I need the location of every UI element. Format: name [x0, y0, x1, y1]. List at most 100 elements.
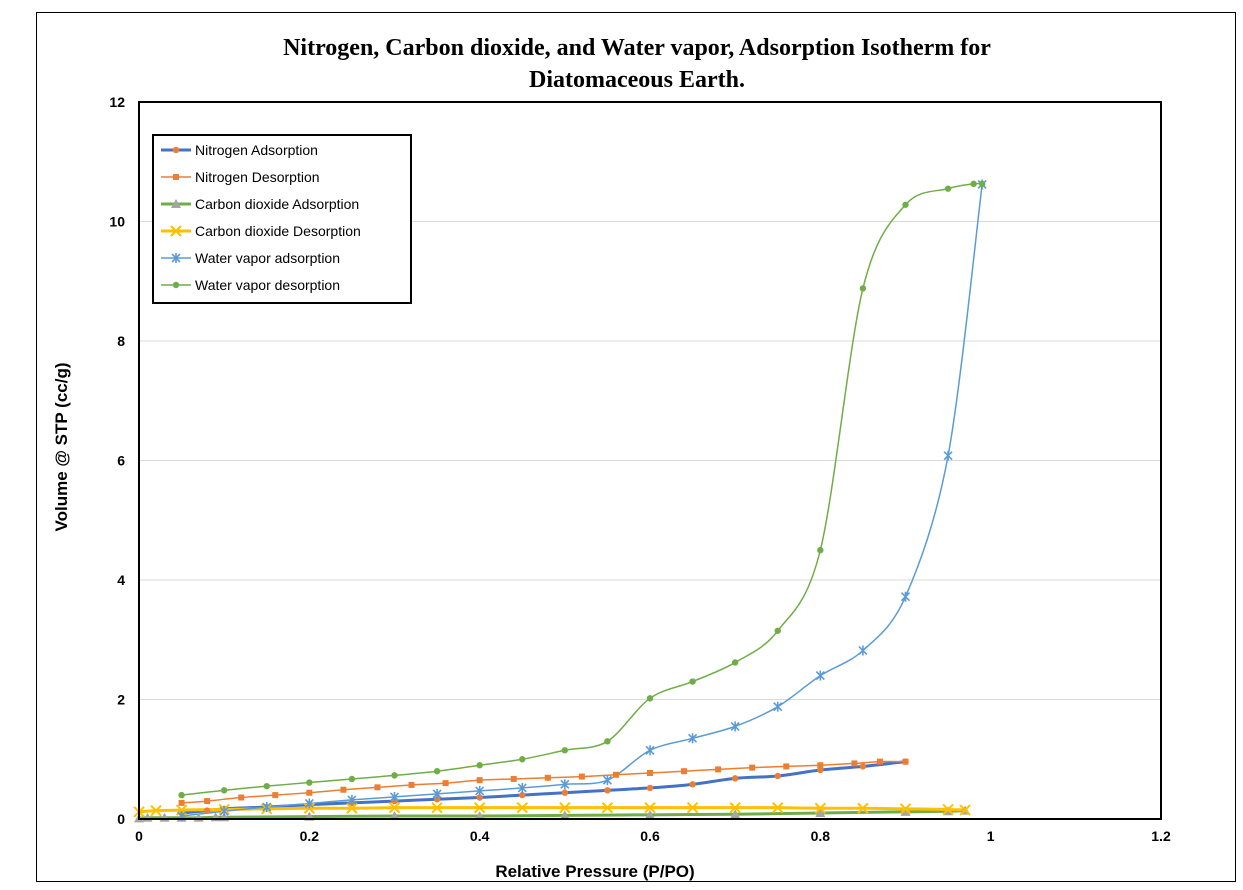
x-tick-label: 0	[135, 828, 143, 844]
data-point-water-vapor-desorption	[391, 772, 398, 779]
legend-marker	[173, 174, 179, 180]
legend-item-water-vapor-adsorption: Water vapor adsorption	[161, 250, 340, 266]
data-point-nitrogen-adsorption	[203, 807, 211, 814]
data-point-water-vapor-adsorption	[560, 779, 570, 790]
legend: Nitrogen Adsorption Nitrogen Desorption Ca…	[152, 134, 412, 304]
data-point-nitrogen-adsorption	[433, 796, 441, 803]
data-point-nitrogen-desorption	[204, 798, 211, 805]
data-point-carbon-dioxide-adsorption	[730, 809, 741, 819]
chart-frame: Nitrogen, Carbon dioxide, and Water vapo…	[36, 12, 1236, 882]
data-point-water-vapor-adsorption	[517, 782, 527, 793]
legend-item-water-vapor-desorption: Water vapor desorption	[161, 277, 340, 293]
legend-label: Water vapor adsorption	[195, 250, 340, 266]
data-point-nitrogen-desorption	[681, 768, 688, 775]
series-line-nitrogen-desorption	[181, 760, 906, 804]
data-point-water-vapor-adsorption	[773, 701, 783, 712]
data-point-water-vapor-desorption	[263, 782, 270, 790]
x-axis-label: Relative Pressure (P/PO)	[495, 862, 694, 881]
data-point-nitrogen-desorption	[408, 781, 415, 788]
legend-marker	[171, 253, 181, 263]
data-point-water-vapor-adsorption	[730, 721, 740, 732]
data-point-water-vapor-desorption	[604, 738, 611, 745]
y-tick-label: 10	[109, 214, 125, 230]
legend-item-carbon-dioxide-desorption: Carbon dioxide Desorption	[161, 223, 361, 239]
data-point-water-vapor-desorption	[561, 747, 569, 754]
data-point-nitrogen-desorption	[238, 794, 245, 801]
x-tick-label: 0.8	[811, 828, 831, 844]
data-point-carbon-dioxide-desorption	[814, 802, 827, 814]
data-point-nitrogen-adsorption	[519, 791, 526, 799]
data-point-nitrogen-desorption	[178, 799, 185, 806]
data-point-nitrogen-desorption	[476, 777, 483, 784]
y-tick-label: 2	[117, 692, 125, 708]
legend-label: Nitrogen Desorption	[195, 169, 320, 185]
legend-label: Nitrogen Adsorption	[195, 142, 318, 158]
chart-title-line-2: Diatomaceous Earth.	[529, 67, 745, 93]
data-point-water-vapor-desorption	[731, 659, 739, 666]
tick-labels: 0 2 4 6 8 10 12 0 0.2 0.4 0.6 0.8 1 1.2	[109, 94, 1171, 844]
data-point-nitrogen-desorption	[374, 784, 381, 791]
data-point-nitrogen-desorption	[647, 769, 653, 776]
data-point-water-vapor-adsorption	[389, 791, 400, 802]
data-point-water-vapor-adsorption	[347, 794, 357, 805]
legend-marker	[172, 281, 180, 289]
data-point-water-vapor-desorption	[433, 768, 441, 775]
data-point-nitrogen-adsorption	[817, 766, 824, 774]
data-point-carbon-dioxide-desorption	[857, 802, 869, 814]
data-point-water-vapor-adsorption	[219, 806, 229, 817]
data-point-carbon-dioxide-adsorption	[559, 810, 570, 820]
data-point-nitrogen-desorption	[715, 766, 722, 773]
data-point-water-vapor-desorption	[817, 546, 824, 554]
chart-title-line-1: Nitrogen, Carbon dioxide, and Water vapo…	[283, 35, 991, 61]
x-tick-label: 1	[987, 828, 995, 844]
data-point-water-vapor-desorption	[978, 180, 986, 188]
data-point-water-vapor-desorption	[306, 779, 313, 786]
plot-area-border	[138, 101, 1162, 820]
data-point-water-vapor-adsorption	[815, 670, 825, 681]
data-point-nitrogen-desorption	[340, 786, 347, 793]
data-point-nitrogen-adsorption	[774, 772, 781, 780]
data-point-water-vapor-desorption	[348, 775, 356, 783]
y-tick-label: 8	[117, 333, 125, 349]
data-point-carbon-dioxide-desorption	[686, 801, 699, 814]
data-point-water-vapor-adsorption	[943, 450, 953, 461]
data-point-nitrogen-desorption	[272, 792, 279, 799]
data-point-water-vapor-adsorption	[475, 785, 485, 796]
data-point-carbon-dioxide-desorption	[388, 801, 401, 814]
data-point-carbon-dioxide-desorption	[431, 801, 443, 814]
legend-label: Carbon dioxide Desorption	[195, 223, 361, 239]
data-point-water-vapor-adsorption	[858, 645, 868, 656]
data-point-carbon-dioxide-desorption	[942, 803, 954, 816]
data-point-water-vapor-adsorption	[688, 733, 698, 744]
x-tick-label: 1.2	[1151, 828, 1171, 844]
legend-label: Carbon dioxide Adsorption	[195, 196, 359, 212]
data-point-nitrogen-adsorption	[604, 787, 611, 794]
data-point-carbon-dioxide-desorption	[516, 801, 528, 814]
data-point-nitrogen-desorption	[442, 780, 449, 787]
data-point-carbon-dioxide-desorption	[729, 801, 741, 814]
data-point-nitrogen-adsorption	[561, 789, 569, 796]
y-tick-label: 6	[117, 453, 125, 469]
data-point-carbon-dioxide-desorption	[150, 804, 162, 817]
data-point-water-vapor-adsorption	[304, 798, 314, 809]
legend-marker	[171, 199, 181, 208]
legend-item-carbon-dioxide-adsorption: Carbon dioxide Adsorption	[161, 196, 359, 212]
data-point-nitrogen-adsorption	[859, 763, 867, 770]
isotherm-chart: Nitrogen, Carbon dioxide, and Water vapo…	[52, 35, 1171, 881]
data-point-nitrogen-desorption	[783, 763, 790, 770]
y-tick-label: 12	[109, 94, 125, 110]
data-point-nitrogen-desorption	[510, 775, 517, 782]
data-point-nitrogen-adsorption	[646, 784, 654, 792]
data-point-carbon-dioxide-desorption	[473, 801, 486, 814]
data-point-water-vapor-desorption	[476, 762, 483, 769]
data-point-water-vapor-desorption	[902, 201, 909, 208]
data-point-nitrogen-adsorption	[731, 775, 739, 782]
legend-marker	[170, 225, 182, 237]
data-point-water-vapor-desorption	[970, 180, 977, 188]
data-point-nitrogen-desorption	[902, 758, 909, 765]
data-point-nitrogen-desorption	[876, 758, 883, 765]
data-point-carbon-dioxide-adsorption	[474, 811, 485, 821]
legend-box	[152, 134, 412, 304]
marker-layer	[133, 179, 987, 823]
data-point-carbon-dioxide-adsorption	[900, 806, 911, 816]
